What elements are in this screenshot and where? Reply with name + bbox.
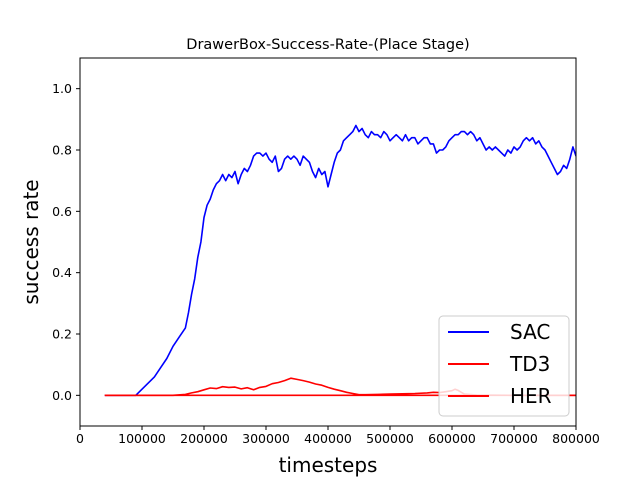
- legend-label: HER: [510, 384, 552, 408]
- y-tick-label: 0.8: [52, 143, 72, 158]
- x-tick-label: 300000: [242, 431, 290, 446]
- x-tick-label: 0: [76, 431, 84, 446]
- ticks-layer: 0 100000 200000 300000 400000 500000 600000 700…: [52, 81, 600, 446]
- legend-box: [438, 315, 570, 417]
- x-tick-label: 600000: [428, 431, 476, 446]
- x-tick-label: 100000: [118, 431, 166, 446]
- y-axis-label: success rate: [19, 179, 43, 304]
- y-tick-label: 1.0: [52, 81, 72, 96]
- y-tick-label: 0.2: [52, 327, 72, 342]
- x-axis-label: timesteps: [279, 453, 378, 477]
- y-tick-label: 0.4: [52, 265, 72, 280]
- x-tick-label: 800000: [552, 431, 600, 446]
- y-tick-label: 0.0: [52, 388, 72, 403]
- x-tick-label: 700000: [490, 431, 538, 446]
- chart-title: DrawerBox-Success-Rate-(Place Stage): [186, 37, 469, 53]
- x-tick-label: 500000: [366, 431, 414, 446]
- plot-frame: [79, 57, 577, 427]
- legend: SAC TD3 HER: [438, 315, 570, 417]
- x-tick-label: 200000: [180, 431, 228, 446]
- y-tick-label: 0.6: [52, 204, 72, 219]
- legend-label: TD3: [509, 352, 550, 376]
- x-tick-label: 400000: [304, 431, 352, 446]
- legend-label: SAC: [510, 320, 550, 344]
- series-line-sac: [104, 124, 576, 397]
